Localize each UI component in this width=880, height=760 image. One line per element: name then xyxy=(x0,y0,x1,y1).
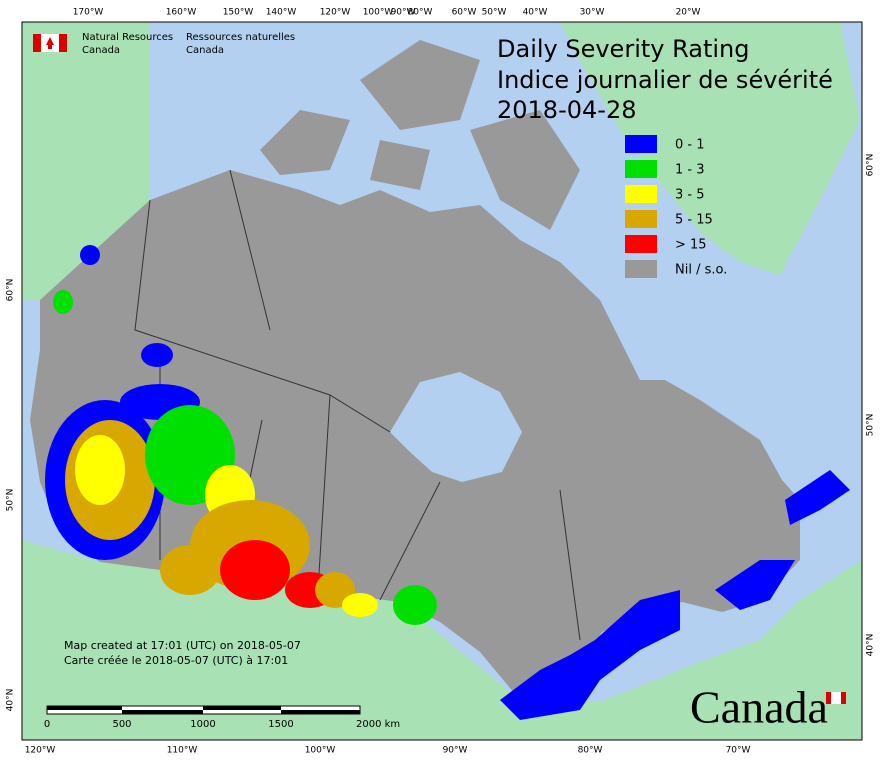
org-en: Natural Resources xyxy=(82,32,173,43)
org-fr: Canada xyxy=(186,45,224,56)
latitude-label: 40°N xyxy=(6,689,16,712)
island xyxy=(260,110,350,175)
area xyxy=(220,540,290,600)
area xyxy=(53,290,73,314)
scale-segment xyxy=(203,706,281,710)
legend-swatch xyxy=(625,260,657,278)
area xyxy=(393,585,437,625)
longitude-label: 110°W xyxy=(167,746,198,756)
longitude-label: 140°W xyxy=(266,8,297,18)
area xyxy=(715,560,795,610)
title: Indice journalier de sévérité xyxy=(497,66,833,94)
area xyxy=(500,590,680,720)
legend-label: 3 - 5 xyxy=(675,188,705,203)
legend-swatch xyxy=(625,210,657,228)
note: Carte créée le 2018-05-07 (UTC) à 17:01 xyxy=(64,654,288,667)
island xyxy=(360,40,480,130)
scale-label: 1500 xyxy=(268,719,293,730)
longitude-label: 40°W xyxy=(523,8,548,18)
arctic-islands xyxy=(260,40,580,230)
legend-swatch xyxy=(625,135,657,153)
area xyxy=(80,245,100,265)
latitude-label: 40°N xyxy=(866,634,876,657)
scale-label: 2000 km xyxy=(356,719,400,730)
legend-label: Nil / s.o. xyxy=(675,263,727,278)
longitude-label: 100°W xyxy=(305,746,336,756)
scale-label: 0 xyxy=(44,719,50,730)
latitude-label: 60°N xyxy=(6,279,16,302)
boundary xyxy=(559,489,581,641)
longitude-label: 20°W xyxy=(676,8,701,18)
wordmark: Canada xyxy=(690,682,828,733)
latitude-label: 60°N xyxy=(866,154,876,177)
longitude-label: 60°W xyxy=(452,8,477,18)
scale-segment xyxy=(122,710,203,714)
flag-bar xyxy=(33,34,41,52)
area xyxy=(342,593,378,617)
severity-areas xyxy=(45,245,850,720)
latitude-label: 50°N xyxy=(866,414,876,437)
legend-swatch xyxy=(625,160,657,178)
scale-segment xyxy=(47,706,122,710)
scale-label: 1000 xyxy=(190,719,215,730)
longitude-label: 90°W xyxy=(391,8,416,18)
longitude-label: 50°W xyxy=(482,8,507,18)
org-fr: Ressources naturelles xyxy=(186,32,295,43)
longitude-label: 80°W xyxy=(408,8,433,18)
longitude-label: 150°W xyxy=(223,8,254,18)
legend-label: 1 - 3 xyxy=(675,163,705,178)
legend-label: 5 - 15 xyxy=(675,213,713,228)
boundary xyxy=(317,394,331,591)
title: 2018-04-28 xyxy=(497,96,636,124)
legend-swatch xyxy=(625,185,657,203)
org-en: Canada xyxy=(82,45,120,56)
area xyxy=(75,435,125,505)
scale-label: 500 xyxy=(112,719,131,730)
longitude-label: 80°W xyxy=(578,746,603,756)
boundary xyxy=(134,199,391,433)
boundary xyxy=(229,169,271,331)
scale-bar xyxy=(46,705,361,715)
longitude-label: 170°W xyxy=(73,8,104,18)
latitude-label: 50°N xyxy=(6,489,16,512)
scale-segment xyxy=(281,710,360,714)
legend-label: 0 - 1 xyxy=(675,138,705,153)
wordmark-flag-field xyxy=(831,692,841,704)
island xyxy=(470,110,580,230)
note: Map created at 17:01 (UTC) on 2018-05-07 xyxy=(64,639,301,652)
longitude-label: 90°W xyxy=(443,746,468,756)
title: Daily Severity Rating xyxy=(497,35,749,63)
area xyxy=(160,545,220,595)
area xyxy=(785,470,850,525)
longitude-label: 100°W xyxy=(363,8,394,18)
alaska xyxy=(22,22,150,300)
boundary xyxy=(379,481,441,601)
logo xyxy=(33,34,67,52)
longitude-label: 120°W xyxy=(320,8,351,18)
flag-bar xyxy=(59,34,67,52)
maple-leaf xyxy=(46,37,54,49)
island xyxy=(370,140,430,190)
legend-swatch xyxy=(625,235,657,253)
legend-label: > 15 xyxy=(675,238,707,253)
longitude-label: 120°W xyxy=(25,746,56,756)
area xyxy=(141,343,173,367)
frame xyxy=(21,21,863,741)
longitude-label: 70°W xyxy=(726,746,751,756)
longitude-label: 160°W xyxy=(166,8,197,18)
longitude-label: 30°W xyxy=(580,8,605,18)
hudson-bay xyxy=(390,372,522,482)
greenland xyxy=(560,22,860,275)
